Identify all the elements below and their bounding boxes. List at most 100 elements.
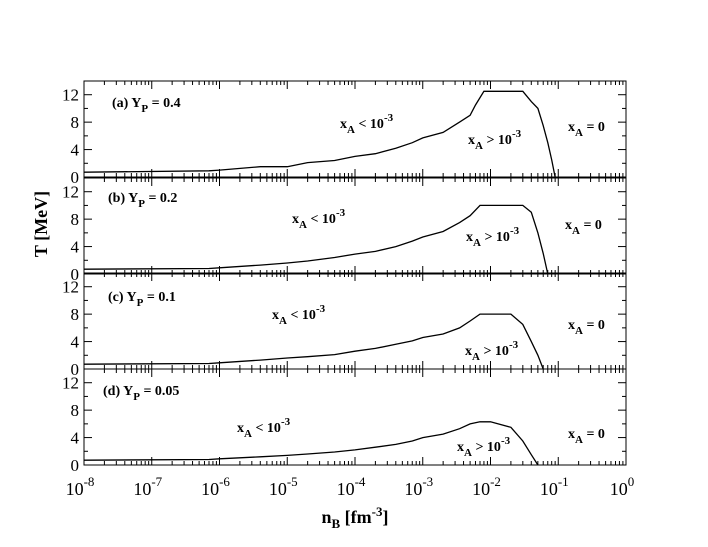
y-tick-label: 4: [71, 429, 80, 448]
x-tick-exponent: 0: [628, 474, 635, 489]
region-annotation-low: xA < 10-3: [340, 112, 394, 136]
y-tick-label: 0: [71, 265, 80, 284]
region-annotation-low: xA < 10-3: [292, 207, 346, 231]
annotation-relation: < 10: [252, 421, 281, 436]
annotation-sub: A: [279, 315, 287, 327]
annotation-relation: > 10: [481, 230, 510, 245]
panel-label-suffix: = 0.2: [145, 191, 177, 206]
x-axis-label-close: ]: [383, 507, 389, 527]
temperature-line: [83, 204, 549, 275]
region-annotation-zero: xA = 0: [565, 218, 602, 237]
annotation-main: x: [340, 117, 347, 132]
x-axis-label-sub: B: [332, 516, 341, 531]
annotation-main: x: [237, 421, 244, 436]
annotation-sup: -3: [512, 128, 522, 140]
panel-label-suffix: = 0.4: [148, 96, 180, 111]
y-tick-label: 0: [71, 168, 80, 187]
annotation-main: x: [568, 318, 575, 333]
panel-label-prefix: (b) Y: [108, 191, 138, 206]
annotation-sub: A: [244, 428, 252, 440]
annotation-relation: > 10: [483, 133, 512, 148]
x-tick-base: 10: [337, 479, 355, 499]
x-tick-label: 10-5: [269, 474, 298, 499]
annotation-sub: A: [472, 351, 480, 363]
annotation-relation: < 10: [355, 117, 384, 132]
annotation-sup: -3: [336, 207, 346, 219]
x-axis-label: nB [fm-3]: [321, 504, 388, 531]
annotation-sup: -3: [510, 225, 520, 237]
y-tick-label: 0: [71, 360, 80, 379]
annotation-sub: A: [347, 124, 355, 136]
panel-label: (a) YP = 0.4: [112, 96, 181, 115]
x-tick-exponent: -2: [490, 474, 501, 489]
annotation-relation: > 10: [480, 344, 509, 359]
x-tick-base: 10: [540, 479, 558, 499]
panel-frame: [83, 272, 627, 370]
x-tick-exponent: -7: [151, 474, 162, 489]
x-tick-exponent: -1: [558, 474, 569, 489]
annotation-sub: A: [299, 219, 307, 231]
annotation-relation: < 10: [307, 212, 336, 227]
region-annotation-mid: xA > 10-3: [466, 225, 520, 249]
annotation-sup: -3: [384, 112, 394, 124]
y-tick-label: 0: [71, 456, 80, 475]
panel-label-sub: P: [133, 391, 140, 403]
y-tick-label: 12: [62, 183, 79, 202]
region-annotation-zero: xA = 0: [568, 318, 605, 337]
x-tick-base: 10: [201, 479, 219, 499]
x-tick-exponent: -8: [84, 474, 95, 489]
panel-label-sub: P: [141, 103, 148, 115]
x-tick-exponent: -4: [355, 474, 366, 489]
annotation-sub: A: [473, 237, 481, 249]
annotation-relation: < 10: [287, 308, 316, 323]
annotation-sup: -3: [501, 435, 511, 447]
y-tick-label: 12: [62, 278, 79, 297]
temperature-line: [83, 313, 544, 370]
panel-label-sub: P: [137, 297, 144, 309]
region-annotation-zero: xA = 0: [568, 427, 605, 446]
panel-label-sub: P: [138, 198, 145, 210]
panel-label: (b) YP = 0.2: [108, 191, 177, 210]
x-axis-label-unit: [fm: [340, 507, 371, 527]
x-tick-label: 10-4: [337, 474, 366, 499]
y-tick-label: 8: [71, 305, 80, 324]
x-axis-label-main: n: [321, 507, 331, 527]
x-tick-label: 100: [610, 474, 635, 499]
region-annotation-zero: xA = 0: [568, 120, 605, 139]
x-tick-base: 10: [269, 479, 287, 499]
x-tick-base: 10: [472, 479, 490, 499]
region-annotation-low: xA < 10-3: [237, 416, 291, 440]
annotation-relation: = 0: [583, 427, 605, 442]
panel-label: (c) YP = 0.1: [108, 290, 176, 309]
annotation-main: x: [465, 344, 472, 359]
y-tick-label: 8: [71, 210, 80, 229]
region-annotation-mid: xA > 10-3: [457, 435, 511, 459]
annotation-main: x: [292, 212, 299, 227]
x-tick-label: 10-1: [540, 474, 569, 499]
annotation-sub: A: [575, 325, 583, 337]
temperature-line: [83, 90, 556, 178]
x-tick-label: 10-8: [66, 474, 95, 499]
x-tick-base: 10: [133, 479, 151, 499]
annotation-sub: A: [575, 127, 583, 139]
region-annotation-mid: xA > 10-3: [468, 128, 522, 152]
annotation-main: x: [468, 133, 475, 148]
annotation-sup: -3: [281, 416, 291, 428]
annotation-main: x: [457, 440, 464, 455]
panel-label-suffix: = 0.1: [143, 290, 175, 305]
x-tick-base: 10: [66, 479, 84, 499]
temperature-line: [83, 421, 539, 466]
x-tick-base: 10: [404, 479, 422, 499]
annotation-sub: A: [475, 140, 483, 152]
panel-label-prefix: (a) Y: [112, 96, 141, 111]
annotation-sub: A: [575, 434, 583, 446]
panel-label-prefix: (d) Y: [103, 384, 133, 399]
panel-label: (d) YP = 0.05: [103, 384, 179, 403]
annotation-relation: = 0: [583, 318, 605, 333]
y-tick-label: 12: [62, 374, 79, 393]
annotation-relation: > 10: [472, 440, 501, 455]
x-tick-exponent: -3: [422, 474, 433, 489]
x-tick-label: 10-2: [472, 474, 501, 499]
